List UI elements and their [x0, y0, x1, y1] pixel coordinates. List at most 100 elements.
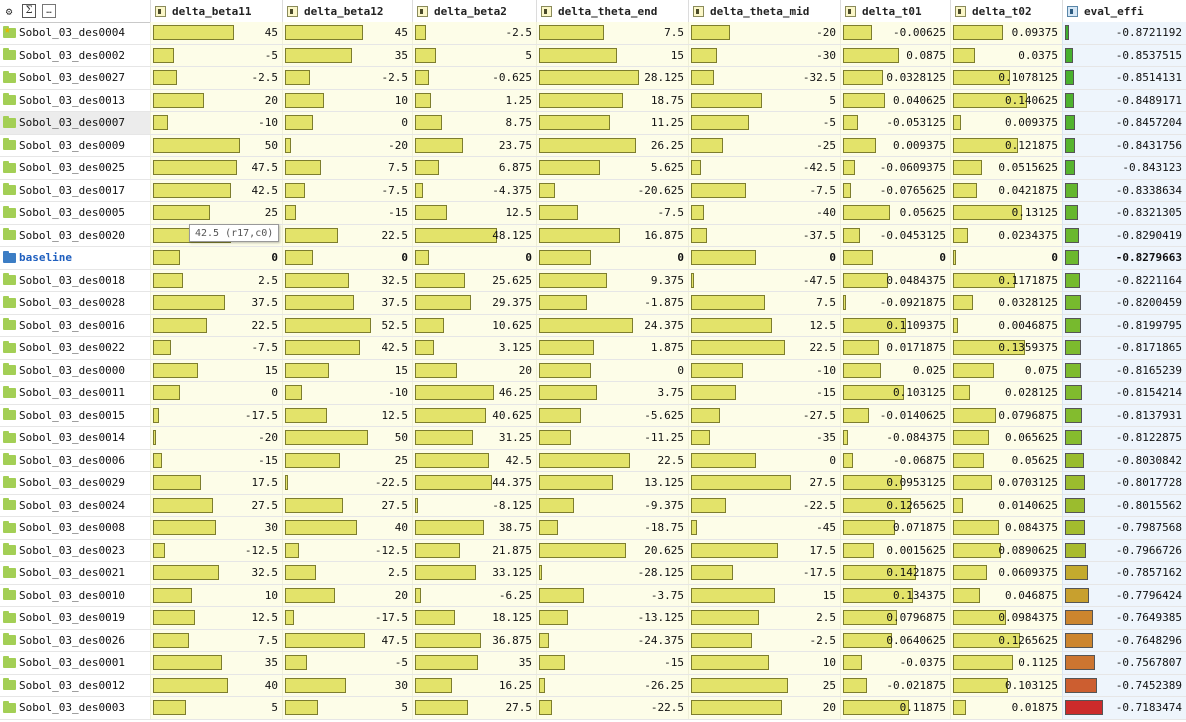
row-name-cell[interactable]: Sobol_03_des0001	[0, 652, 150, 674]
cell-delta-beta12[interactable]: -7.5	[282, 179, 412, 201]
cell-delta-theta-mid[interactable]: 15	[688, 584, 840, 606]
cell-eval-effi[interactable]: -0.8154214	[1062, 382, 1186, 404]
cell-delta-beta2[interactable]: 31.25	[412, 427, 536, 449]
cell-delta-beta11[interactable]: -5	[150, 44, 282, 66]
cell-eval-effi[interactable]: -0.8122875	[1062, 427, 1186, 449]
cell-delta-beta12[interactable]: -15	[282, 202, 412, 224]
cell-eval-effi[interactable]: -0.7796424	[1062, 584, 1186, 606]
cell-eval-effi[interactable]: -0.8290419	[1062, 224, 1186, 246]
cell-delta-t02[interactable]: 0.065625	[950, 427, 1062, 449]
table-row[interactable]: Sobol_03_des002042.522.548.12516.875-37.…	[0, 224, 1186, 247]
cell-delta-beta2[interactable]: 3.125	[412, 337, 536, 359]
cell-delta-t01[interactable]: 0.134375	[840, 584, 950, 606]
cell-delta-t01[interactable]: -0.053125	[840, 112, 950, 134]
cell-delta-theta-mid[interactable]: -10	[688, 359, 840, 381]
cell-eval-effi[interactable]: -0.8015562	[1062, 494, 1186, 516]
cell-delta-beta11[interactable]: -12.5	[150, 539, 282, 561]
row-name-cell[interactable]: Sobol_03_des0029	[0, 472, 150, 494]
row-name-cell[interactable]: Sobol_03_des0014	[0, 427, 150, 449]
cell-delta-beta11[interactable]: 40	[150, 674, 282, 696]
cell-delta-t01[interactable]: 0.0484375	[840, 269, 950, 291]
cell-delta-beta11[interactable]: 0	[150, 247, 282, 269]
cell-delta-t01[interactable]: -0.00625	[840, 22, 950, 44]
cell-delta-t02[interactable]: 0	[950, 247, 1062, 269]
cell-delta-theta-end[interactable]: 28.125	[536, 67, 688, 89]
cell-delta-theta-mid[interactable]: 5	[688, 89, 840, 111]
cell-delta-theta-mid[interactable]: 2.5	[688, 607, 840, 629]
cell-eval-effi[interactable]: -0.7857162	[1062, 562, 1186, 584]
cell-delta-beta2[interactable]: 21.875	[412, 539, 536, 561]
cell-eval-effi[interactable]: -0.8721192	[1062, 22, 1186, 44]
cell-eval-effi[interactable]: -0.8221164	[1062, 269, 1186, 291]
table-row[interactable]: Sobol_03_des0014 -20 50 31.25 -11.25 -35 -0.08…	[0, 427, 1186, 450]
cell-delta-t02[interactable]: 0.0515625	[950, 157, 1062, 179]
cell-delta-theta-end[interactable]: 24.375	[536, 314, 688, 336]
cell-delta-t01[interactable]: -0.06875	[840, 449, 950, 471]
cell-delta-beta12[interactable]: 45	[282, 22, 412, 44]
row-name-cell[interactable]: Sobol_03_des0002	[0, 45, 150, 67]
cell-delta-theta-end[interactable]: 26.25	[536, 134, 688, 156]
cell-delta-t01[interactable]: 0.11875	[840, 697, 950, 719]
row-name-cell[interactable]: Sobol_03_des0021	[0, 562, 150, 584]
cell-delta-t01[interactable]: 0.0328125	[840, 67, 950, 89]
cell-delta-beta2[interactable]: 16.25	[412, 674, 536, 696]
cell-delta-theta-mid[interactable]: 25	[688, 674, 840, 696]
cell-eval-effi[interactable]: -0.7567807	[1062, 652, 1186, 674]
cell-delta-beta12[interactable]: -5	[282, 652, 412, 674]
table-row[interactable]: Sobol_03_des0006 -15 25 42.5 22.5 0 -0.06875 0.…	[0, 449, 1186, 472]
cell-delta-theta-mid[interactable]: -42.5	[688, 157, 840, 179]
cell-delta-t02[interactable]: 0.140625	[950, 89, 1062, 111]
cell-delta-t02[interactable]: 0.0234375	[950, 224, 1062, 246]
cell-delta-t01[interactable]: -0.0765625	[840, 179, 950, 201]
cell-delta-beta11[interactable]: 22.5	[150, 314, 282, 336]
cell-delta-beta2[interactable]: 8.75	[412, 112, 536, 134]
cell-delta-beta2[interactable]: -6.25	[412, 584, 536, 606]
cell-eval-effi[interactable]: -0.8171865	[1062, 337, 1186, 359]
cell-delta-theta-end[interactable]: -15	[536, 652, 688, 674]
row-name-cell[interactable]: Sobol_03_des0024	[0, 495, 150, 517]
row-name-cell[interactable]: baseline	[0, 247, 150, 269]
row-name-cell[interactable]: ★ Sobol_03_des0004	[0, 22, 150, 44]
column-header-delta-beta2[interactable]: delta_beta2	[412, 0, 536, 22]
row-name-cell[interactable]: Sobol_03_des0012	[0, 675, 150, 697]
cell-delta-theta-end[interactable]: 9.375	[536, 269, 688, 291]
row-name-cell[interactable]: Sobol_03_des0027	[0, 67, 150, 89]
cell-delta-beta12[interactable]: -12.5	[282, 539, 412, 561]
cell-delta-beta2[interactable]: 38.75	[412, 517, 536, 539]
cell-delta-t01[interactable]: 0.009375	[840, 134, 950, 156]
cell-delta-beta12[interactable]: 2.5	[282, 562, 412, 584]
cell-delta-beta2[interactable]: 44.375	[412, 472, 536, 494]
cell-delta-theta-mid[interactable]: -15	[688, 382, 840, 404]
cell-delta-theta-end[interactable]: 5.625	[536, 157, 688, 179]
row-name-cell[interactable]: Sobol_03_des0008	[0, 517, 150, 539]
cell-delta-theta-mid[interactable]: 20	[688, 697, 840, 719]
column-header-eval-effi[interactable]: eval_effi	[1062, 0, 1186, 22]
cell-delta-beta11[interactable]: -10	[150, 112, 282, 134]
cell-delta-beta12[interactable]: -2.5	[282, 67, 412, 89]
table-row[interactable]: Sobol_03_des0028 37.5 37.5 29.375 -1.875 7.5 -…	[0, 292, 1186, 315]
column-header-delta-beta12[interactable]: delta_beta12	[282, 0, 412, 22]
cell-delta-beta11[interactable]: 42.5	[150, 179, 282, 201]
cell-delta-theta-mid[interactable]: 27.5	[688, 472, 840, 494]
cell-delta-t02[interactable]: 0.1265625	[950, 629, 1062, 651]
row-name-cell[interactable]: Sobol_03_des0025	[0, 157, 150, 179]
cell-delta-beta2[interactable]: 40.625	[412, 404, 536, 426]
cell-delta-beta2[interactable]: 12.5	[412, 202, 536, 224]
cell-delta-beta11[interactable]: 2.5	[150, 269, 282, 291]
cell-delta-t01[interactable]: -0.084375	[840, 427, 950, 449]
table-row[interactable]: Sobol_03_des0011 0 -10 46.25 3.75 -15 0.103125…	[0, 382, 1186, 405]
cell-delta-beta11[interactable]: 17.5	[150, 472, 282, 494]
row-name-cell[interactable]: Sobol_03_des0007	[0, 112, 150, 134]
table-row[interactable]: Sobol_03_des0021 32.5 2.5 33.125 -28.125 -17.…	[0, 562, 1186, 585]
cell-eval-effi[interactable]: -0.8199795	[1062, 314, 1186, 336]
baseline-row[interactable]: baseline 0 0 0 0 0 0 0 -0.8279663	[0, 247, 1186, 270]
table-row[interactable]: Sobol_03_des0002 -5 35 5 15 -30 0.0875 0.0375 -0…	[0, 44, 1186, 67]
table-row[interactable]: Sobol_03_des0015 -17.5 12.5 40.625 -5.625 -27…	[0, 404, 1186, 427]
row-name-cell[interactable]: Sobol_03_des0017	[0, 180, 150, 202]
table-row[interactable]: Sobol_03_des0024 27.5 27.5 -8.125 -9.375 -22.…	[0, 494, 1186, 517]
cell-delta-beta12[interactable]: 0	[282, 112, 412, 134]
cell-delta-t02[interactable]: 0.0796875	[950, 404, 1062, 426]
cell-delta-theta-end[interactable]: -11.25	[536, 427, 688, 449]
cell-delta-theta-end[interactable]: 11.25	[536, 112, 688, 134]
cell-delta-theta-mid[interactable]: -32.5	[688, 67, 840, 89]
